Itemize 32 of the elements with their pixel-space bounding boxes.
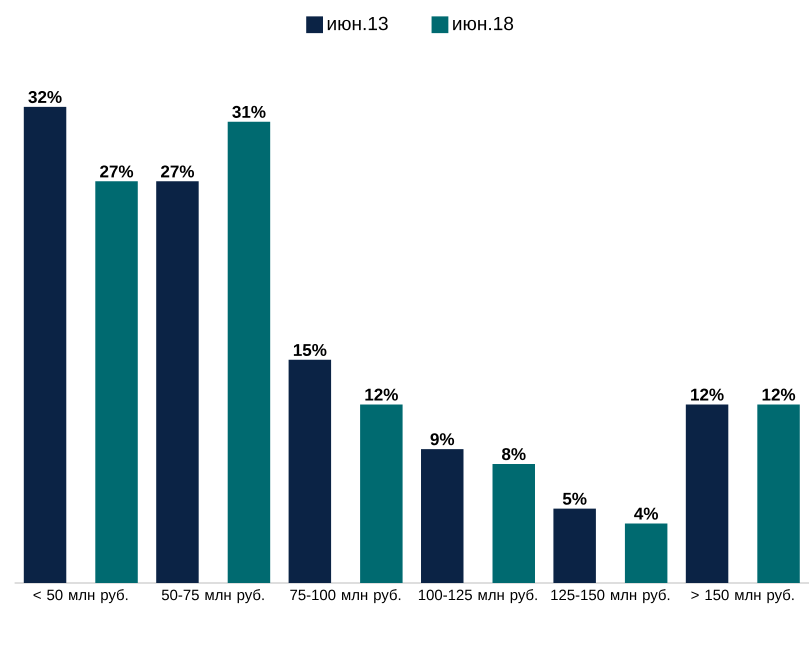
bar xyxy=(288,360,332,583)
bar xyxy=(360,404,403,583)
x-tick-label: < 50 млн руб. xyxy=(34,589,128,604)
bar xyxy=(686,404,728,583)
data-label: 8% xyxy=(502,448,526,460)
bar xyxy=(492,464,535,583)
x-tick-label: 50-75 млн руб. xyxy=(162,589,264,604)
x-tick-label: > 150 млн руб. xyxy=(691,589,794,604)
data-label: 27% xyxy=(161,165,194,178)
data-label: 31% xyxy=(232,106,266,118)
bar xyxy=(24,106,66,583)
bar xyxy=(156,181,199,583)
x-tick-label: 75-100 млн руб. xyxy=(290,589,400,604)
data-label: 9% xyxy=(430,433,454,446)
x-tick-label: 125-150 млн руб. xyxy=(551,589,670,604)
bar xyxy=(757,404,800,583)
x-tick-label: 100-125 млн руб. xyxy=(418,589,537,604)
bar xyxy=(95,181,138,583)
data-label: 12% xyxy=(762,388,796,401)
data-label: 32% xyxy=(28,90,62,103)
data-label: 5% xyxy=(562,492,587,505)
legend-label: июн.18 xyxy=(453,16,514,30)
legend-label: июн.13 xyxy=(328,16,388,30)
data-label: 12% xyxy=(691,388,724,401)
bar xyxy=(421,448,464,583)
bar xyxy=(553,508,596,583)
bar xyxy=(624,523,668,583)
data-label: 27% xyxy=(100,165,134,178)
bar xyxy=(228,122,270,583)
data-label: 12% xyxy=(365,388,398,401)
data-label: 4% xyxy=(634,508,658,520)
data-label: 15% xyxy=(294,344,326,356)
